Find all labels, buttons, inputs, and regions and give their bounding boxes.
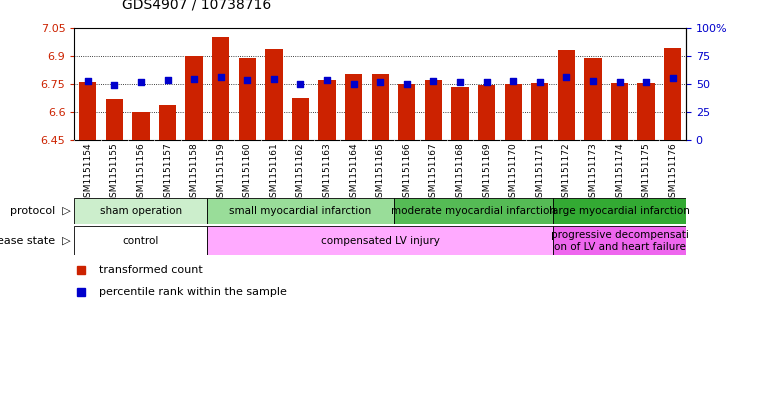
Bar [159,105,176,140]
Text: GSM1151172: GSM1151172 [562,142,571,203]
Point [401,80,413,86]
Bar [584,58,601,140]
Text: GSM1151168: GSM1151168 [456,142,464,203]
Text: protocol  ▷: protocol ▷ [10,206,71,216]
Text: GSM1151157: GSM1151157 [163,142,172,203]
Text: GSM1151167: GSM1151167 [429,142,438,203]
Point [613,79,626,86]
Bar [74,226,208,255]
Point [188,76,201,82]
Bar [238,58,256,140]
Text: compensated LV injury: compensated LV injury [321,236,440,246]
Point [481,79,493,86]
Text: percentile rank within the sample: percentile rank within the sample [99,286,287,297]
Bar [557,50,575,140]
Text: GSM1151174: GSM1151174 [615,142,624,203]
Point [108,81,121,88]
Text: GSM1151158: GSM1151158 [190,142,198,203]
Bar [372,74,389,140]
Bar [394,198,553,224]
Point [267,76,280,82]
Text: GSM1151156: GSM1151156 [136,142,146,203]
Text: GSM1151162: GSM1151162 [296,142,305,203]
Point [347,80,360,86]
Text: GSM1151163: GSM1151163 [322,142,332,203]
Point [215,73,227,80]
Text: large myocardial infarction: large myocardial infarction [549,206,690,216]
Text: moderate myocardial infarction: moderate myocardial infarction [390,206,556,216]
Point [321,77,333,83]
Text: GSM1151173: GSM1151173 [589,142,597,203]
Text: control: control [123,236,159,246]
Text: GSM1151159: GSM1151159 [216,142,225,203]
Bar [531,83,548,140]
Text: GSM1151165: GSM1151165 [376,142,385,203]
Text: GSM1151175: GSM1151175 [641,142,651,203]
Point [454,79,466,86]
Text: GSM1151169: GSM1151169 [482,142,491,203]
Bar [318,80,336,140]
Point [162,77,174,83]
Text: GSM1151176: GSM1151176 [668,142,677,203]
Point [427,78,440,84]
Text: progressive decompensati
on of LV and heart failure: progressive decompensati on of LV and he… [550,230,688,252]
Bar [292,97,309,140]
Text: GSM1151160: GSM1151160 [243,142,252,203]
Bar [345,74,362,140]
Point [374,79,387,86]
Point [507,78,520,84]
Bar [186,55,203,140]
Point [533,79,546,86]
Bar [74,198,208,224]
Point [294,80,307,86]
Point [560,73,572,80]
Point [640,79,652,86]
Text: disease state  ▷: disease state ▷ [0,236,71,246]
Bar [664,48,681,140]
Bar [398,84,416,140]
Point [666,75,679,81]
Bar [212,37,230,140]
Bar [637,83,655,140]
Bar [208,226,553,255]
Text: sham operation: sham operation [100,206,182,216]
Bar [132,112,150,140]
Bar [478,85,495,140]
Bar [265,49,282,140]
Bar [425,80,442,140]
Bar [79,82,96,140]
Bar [452,87,469,140]
Text: GSM1151166: GSM1151166 [402,142,412,203]
Bar [208,198,394,224]
Bar [611,83,628,140]
Bar [106,99,123,140]
Point [82,78,94,84]
Point [586,78,599,84]
Text: GSM1151161: GSM1151161 [270,142,278,203]
Text: GSM1151171: GSM1151171 [535,142,544,203]
Text: GSM1151170: GSM1151170 [509,142,517,203]
Text: GDS4907 / 10738716: GDS4907 / 10738716 [122,0,270,12]
Point [241,77,253,83]
Point [135,79,147,86]
Bar [553,226,686,255]
Text: GSM1151164: GSM1151164 [349,142,358,203]
Text: GSM1151154: GSM1151154 [83,142,93,203]
Bar [505,83,522,140]
Text: transformed count: transformed count [99,265,203,275]
Text: small myocardial infarction: small myocardial infarction [230,206,372,216]
Bar [553,198,686,224]
Text: GSM1151155: GSM1151155 [110,142,119,203]
